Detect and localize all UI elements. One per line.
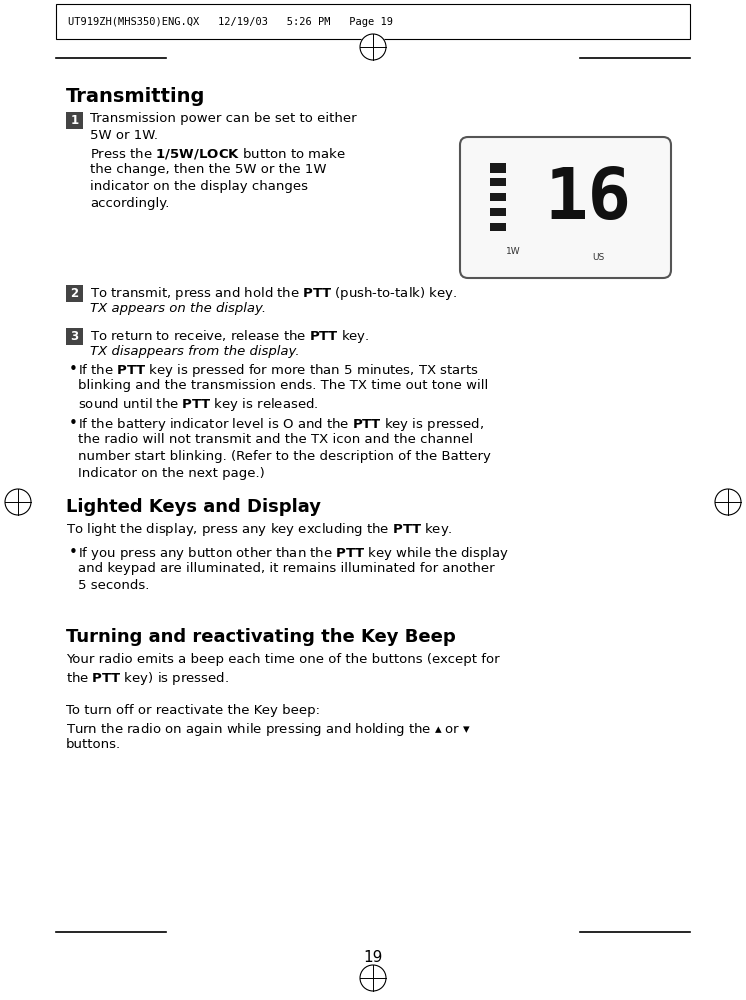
- Bar: [490, 208, 506, 216]
- Text: TX appears on the display.: TX appears on the display.: [90, 302, 266, 315]
- Text: the change, then the 5W or the 1W: the change, then the 5W or the 1W: [90, 163, 327, 176]
- Bar: [66, 112, 83, 129]
- Text: the radio will not transmit and the TX icon and the channel: the radio will not transmit and the TX i…: [78, 433, 473, 446]
- Text: 1W: 1W: [506, 247, 520, 256]
- Circle shape: [715, 489, 741, 515]
- Text: To transmit, press and hold the $\mathbf{PTT}$ (push-to-talk) key.: To transmit, press and hold the $\mathbf…: [90, 285, 457, 302]
- Text: 5 seconds.: 5 seconds.: [78, 579, 149, 592]
- Text: number start blinking. (Refer to the description of the Battery: number start blinking. (Refer to the des…: [78, 450, 491, 463]
- Text: If the $\mathbf{PTT}$ key is pressed for more than 5 minutes, TX starts: If the $\mathbf{PTT}$ key is pressed for…: [78, 362, 479, 379]
- Text: indicator on the display changes: indicator on the display changes: [90, 180, 308, 193]
- Text: Your radio emits a beep each time one of the buttons (except for: Your radio emits a beep each time one of…: [66, 653, 500, 666]
- Bar: [490, 163, 506, 173]
- Text: Lighted Keys and Display: Lighted Keys and Display: [66, 498, 321, 516]
- Text: •: •: [69, 545, 78, 560]
- Text: To return to receive, release the $\mathbf{PTT}$ key.: To return to receive, release the $\math…: [90, 328, 369, 345]
- Bar: [490, 193, 506, 201]
- Text: Transmitting: Transmitting: [66, 87, 205, 106]
- Text: blinking and the transmission ends. The TX time out tone will: blinking and the transmission ends. The …: [78, 379, 488, 392]
- Bar: [56, 4, 690, 39]
- Text: US: US: [592, 253, 604, 262]
- Text: To light the display, press any key excluding the $\mathbf{PTT}$ key.: To light the display, press any key excl…: [66, 521, 453, 538]
- Text: sound until the $\mathbf{PTT}$ key is released.: sound until the $\mathbf{PTT}$ key is re…: [78, 396, 319, 413]
- Text: TX disappears from the display.: TX disappears from the display.: [90, 345, 300, 358]
- Text: Press the $\mathbf{1/5W/LOCK}$ button to make: Press the $\mathbf{1/5W/LOCK}$ button to…: [90, 146, 346, 161]
- Text: Turn the radio on again while pressing and holding the $\blacktriangle$ or $\bla: Turn the radio on again while pressing a…: [66, 721, 471, 738]
- Text: 19: 19: [363, 950, 383, 965]
- Text: 2: 2: [70, 287, 78, 300]
- Text: •: •: [69, 416, 78, 431]
- Text: the $\mathbf{PTT}$ key) is pressed.: the $\mathbf{PTT}$ key) is pressed.: [66, 670, 229, 687]
- Text: UT919ZH(MHS350)ENG.QX   12/19/03   5:26 PM   Page 19: UT919ZH(MHS350)ENG.QX 12/19/03 5:26 PM P…: [68, 17, 393, 27]
- Text: If you press any button other than the $\mathbf{PTT}$ key while the display: If you press any button other than the $…: [78, 545, 509, 562]
- Text: If the battery indicator level is O and the $\mathbf{PTT}$ key is pressed,: If the battery indicator level is O and …: [78, 416, 484, 433]
- Text: Transmission power can be set to either: Transmission power can be set to either: [90, 112, 357, 125]
- Text: Indicator on the next page.): Indicator on the next page.): [78, 467, 265, 480]
- Bar: [490, 223, 506, 231]
- Text: •: •: [69, 362, 78, 377]
- Text: To turn off or reactivate the Key beep:: To turn off or reactivate the Key beep:: [66, 704, 320, 717]
- Circle shape: [360, 965, 386, 991]
- Text: accordingly.: accordingly.: [90, 197, 169, 210]
- Text: 5W or 1W.: 5W or 1W.: [90, 129, 158, 142]
- Text: 16: 16: [545, 165, 632, 234]
- Text: and keypad are illuminated, it remains illuminated for another: and keypad are illuminated, it remains i…: [78, 562, 495, 575]
- Text: buttons.: buttons.: [66, 738, 121, 751]
- Bar: [66, 328, 83, 345]
- Text: 1: 1: [70, 114, 78, 127]
- Text: Turning and reactivating the Key Beep: Turning and reactivating the Key Beep: [66, 628, 456, 646]
- Bar: [490, 178, 506, 186]
- FancyBboxPatch shape: [460, 137, 671, 278]
- Circle shape: [360, 34, 386, 60]
- Bar: [66, 285, 83, 302]
- Text: 3: 3: [70, 330, 78, 343]
- Circle shape: [5, 489, 31, 515]
